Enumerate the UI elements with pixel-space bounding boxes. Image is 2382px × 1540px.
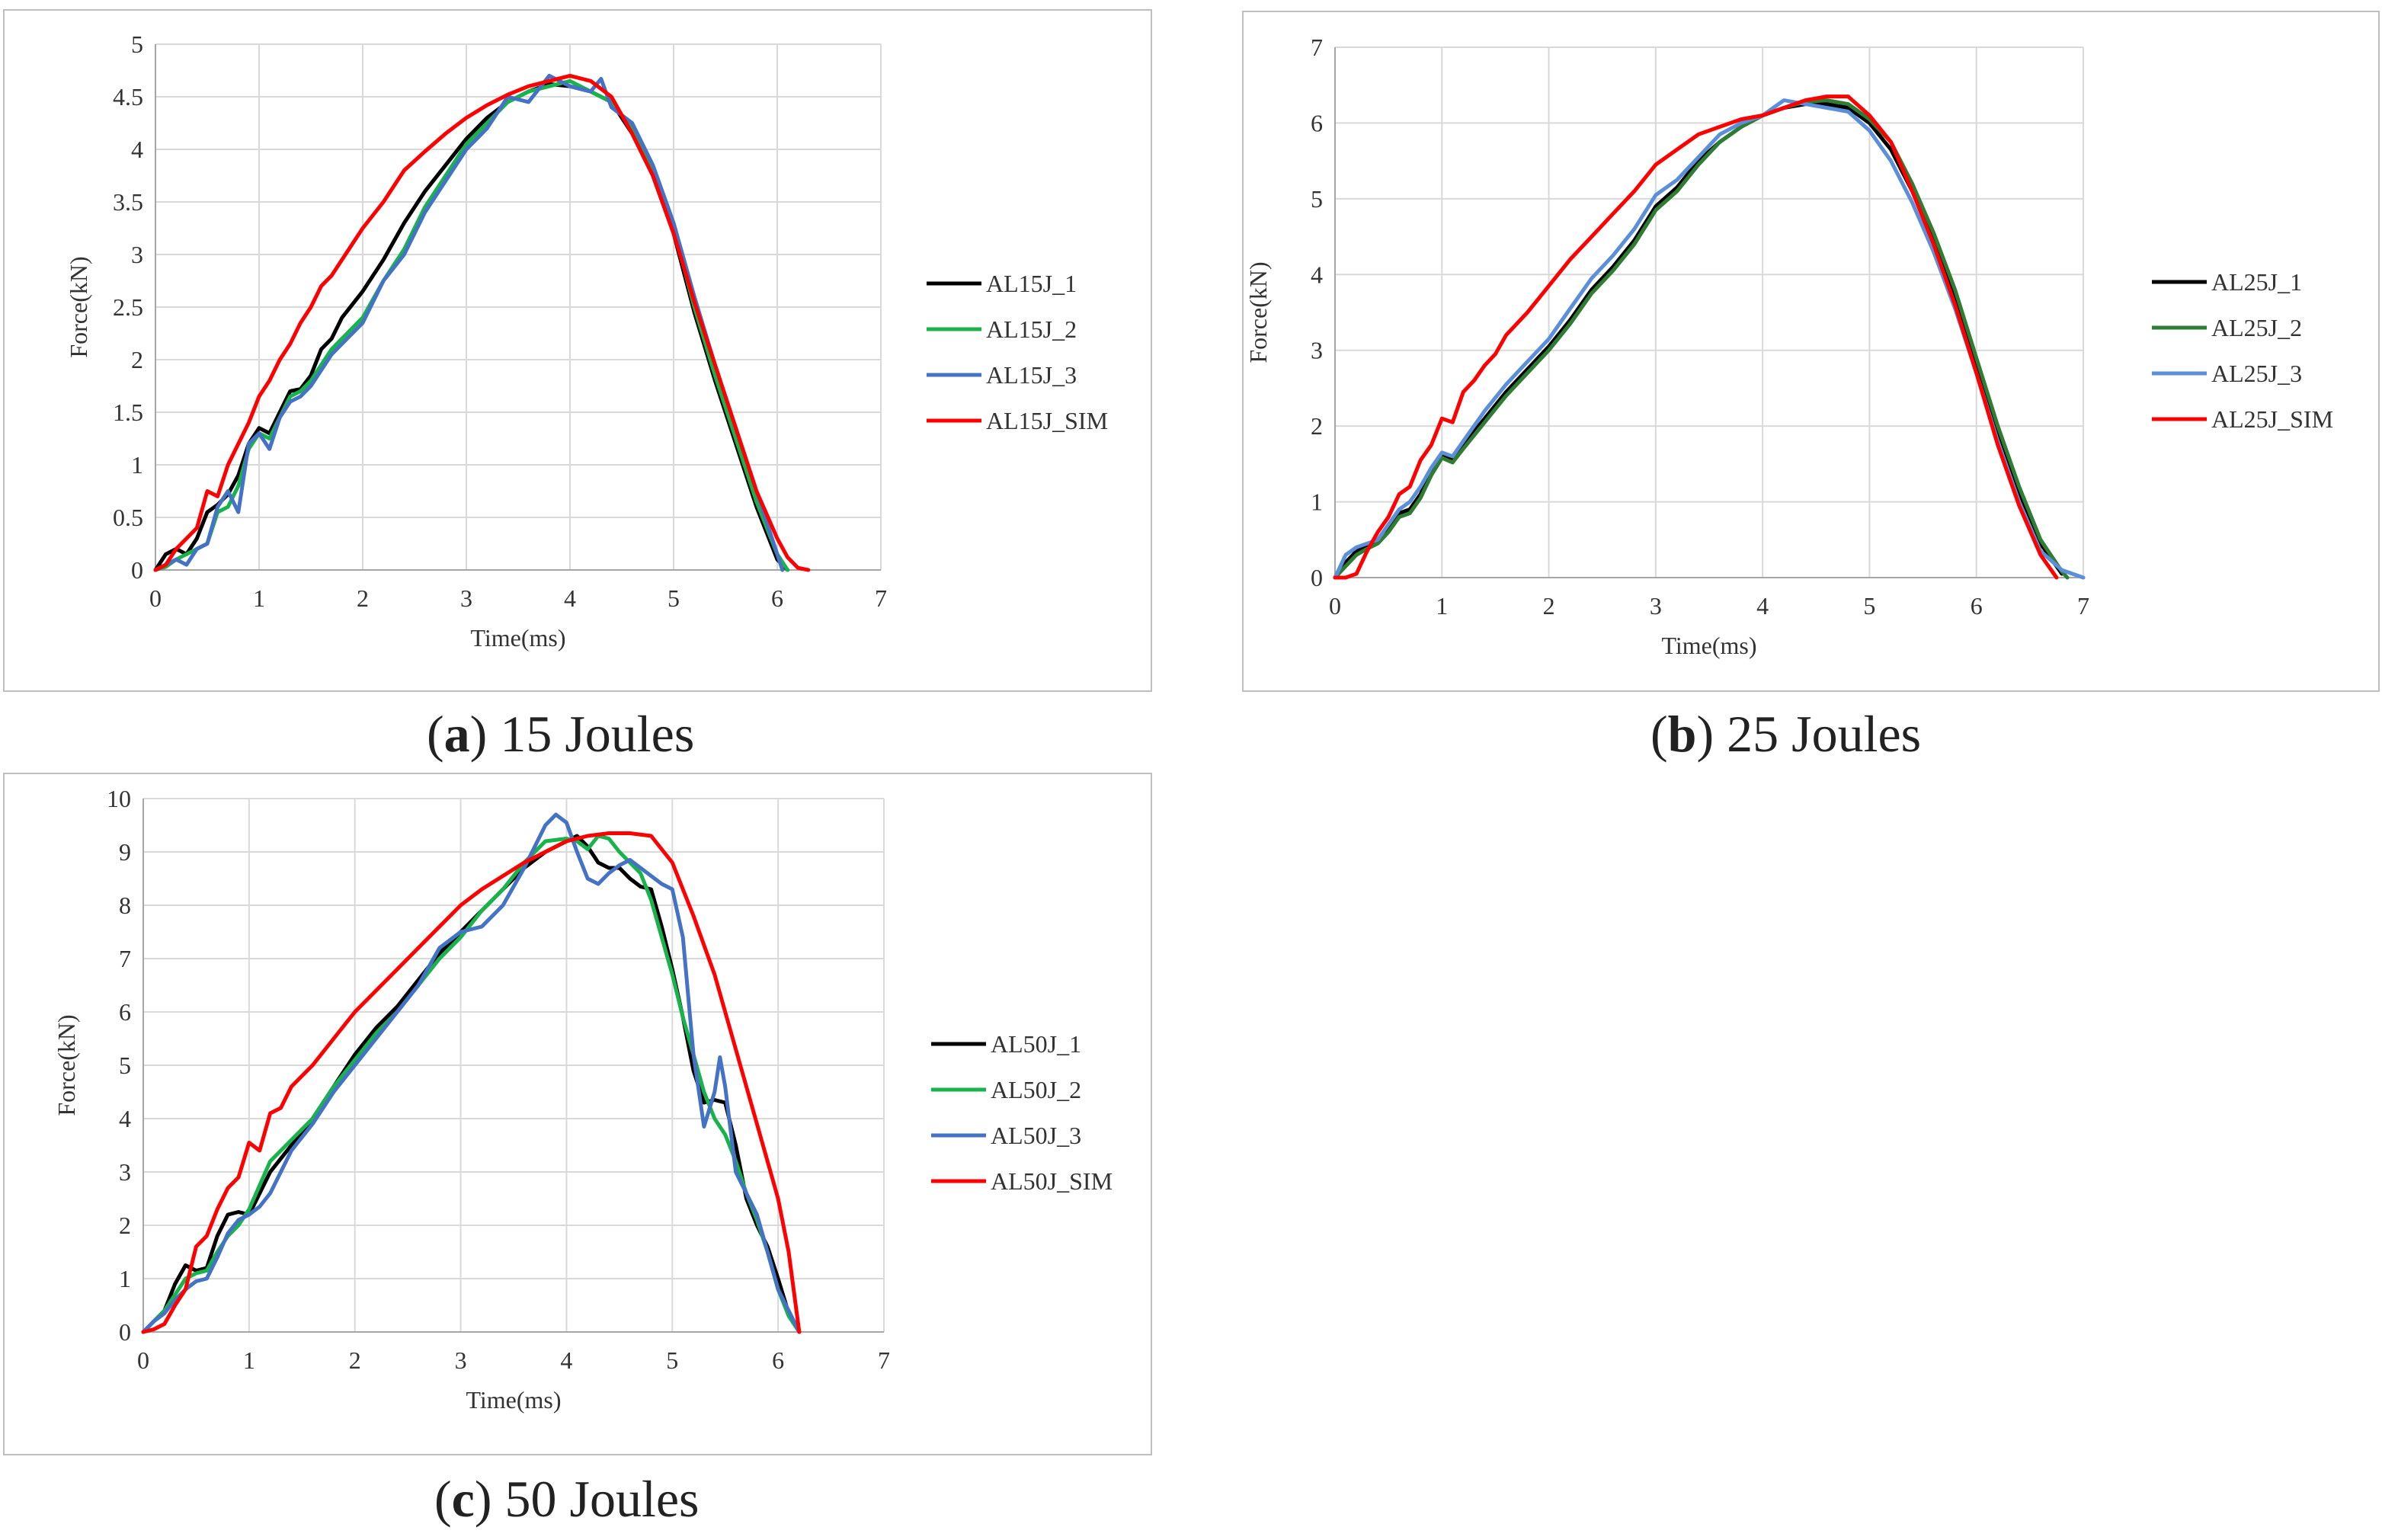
series-line-al50j_1 — [141, 834, 802, 1334]
series-line-al15j_3 — [153, 73, 785, 572]
chart-a: 0 1 2 3 4 5 6 7 0 0.5 1 1.5 2 2.5 3 3.5 4 4.5 5 Time(ms) For… — [65, 30, 1108, 652]
x-tick-label: 1 — [243, 1346, 255, 1374]
y-tick-label: 3 — [119, 1158, 131, 1186]
x-tick-label: 0 — [149, 584, 162, 612]
y-tick-label: 7 — [1311, 34, 1323, 61]
x-tick-label: 4 — [1756, 592, 1769, 620]
caption-a: (a) 15 Joules — [427, 705, 695, 763]
chart-panel-a: 0 1 2 3 4 5 6 7 0 0.5 1 1.5 2 2.5 3 3.5 4 4.5 5 Time(ms) For… — [3, 9, 1152, 692]
y-axis-title: Force(kN) — [1244, 261, 1272, 363]
y-tick-label: 3 — [131, 241, 143, 268]
y-axis-title: Force(kN) — [53, 1014, 80, 1116]
legend-label: AL50J_1 — [991, 1030, 1081, 1058]
y-tick-label: 5 — [1311, 185, 1323, 213]
x-tick-label: 4 — [564, 584, 576, 612]
series-line-al50j_sim — [141, 831, 802, 1334]
y-tick-label: 3 — [1311, 337, 1323, 364]
y-tick-label: 2 — [119, 1212, 131, 1239]
x-tick-label: 7 — [878, 1346, 890, 1374]
caption-c: (c) 50 Joules — [434, 1470, 700, 1528]
chart-b: 0 1 2 3 4 5 6 7 0 1 2 3 4 5 6 7 Time(ms) Force(kN) AL25J_1… — [1244, 34, 2333, 659]
y-tick-label: 4.5 — [113, 83, 143, 110]
x-tick-label: 2 — [357, 584, 369, 612]
y-tick-label: 1 — [119, 1265, 131, 1292]
chart-panel-c: 0 1 2 3 4 5 6 7 0 1 2 3 4 5 6 7 8 9 10 Time(ms) Force(kN) AL5… — [3, 773, 1152, 1455]
y-tick-label: 1.5 — [113, 399, 143, 426]
x-tick-label: 0 — [137, 1346, 149, 1374]
y-tick-label: 0.5 — [113, 504, 143, 531]
x-tick-label: 5 — [1863, 592, 1875, 620]
caption-b: (b) 25 Joules — [1650, 705, 1922, 763]
y-tick-label: 4 — [1311, 261, 1323, 288]
x-tick-label: 2 — [349, 1346, 361, 1374]
caption-b-text: 25 Joules — [1727, 705, 1922, 763]
caption-c-text: 50 Joules — [504, 1470, 700, 1528]
x-tick-label: 2 — [1543, 592, 1555, 620]
y-tick-label: 0 — [1311, 564, 1323, 591]
series-line-al25j_2 — [1333, 98, 2070, 580]
x-tick-label: 3 — [460, 584, 472, 612]
x-tick-label: 7 — [875, 584, 887, 612]
x-tick-label: 7 — [2077, 592, 2089, 620]
x-tick-label: 3 — [455, 1346, 467, 1374]
legend-label: AL15J_3 — [986, 361, 1077, 389]
y-tick-label: 3.5 — [113, 188, 143, 216]
series-line-al25j_sim — [1333, 94, 2059, 580]
legend-label: AL50J_2 — [991, 1076, 1081, 1103]
x-tick-label: 6 — [771, 584, 783, 612]
x-axis-title: Time(ms) — [470, 624, 565, 652]
chart-panel-b: 0 1 2 3 4 5 6 7 0 1 2 3 4 5 6 7 Time(ms) Force(kN) AL25J_1… — [1242, 11, 2380, 692]
y-tick-label: 9 — [119, 838, 131, 866]
legend-label: AL15J_SIM — [986, 407, 1108, 434]
x-tick-label: 6 — [1971, 592, 1983, 620]
x-tick-label: 5 — [668, 584, 680, 612]
legend-label: AL15J_1 — [986, 270, 1077, 297]
y-tick-label: 6 — [119, 998, 131, 1026]
y-tick-label: 5 — [131, 30, 143, 58]
legend-label: AL25J_3 — [2211, 360, 2302, 387]
y-tick-label: 8 — [119, 892, 131, 919]
caption-c-letter: c — [451, 1470, 475, 1528]
x-tick-label: 6 — [772, 1346, 784, 1374]
x-tick-label: 0 — [1329, 592, 1341, 620]
series-line-al25j_1 — [1333, 102, 2064, 580]
x-tick-label: 1 — [253, 584, 265, 612]
series-line-al15j_2 — [153, 78, 790, 572]
y-tick-label: 2 — [1311, 412, 1323, 440]
x-axis-title: Time(ms) — [1661, 632, 1756, 659]
legend-label: AL50J_SIM — [991, 1167, 1113, 1195]
series-line-al15j_1 — [153, 82, 790, 572]
y-tick-label: 4 — [119, 1105, 131, 1132]
x-tick-label: 5 — [666, 1346, 678, 1374]
series-line-al50j_3 — [141, 812, 802, 1334]
series-line-al15j_sim — [153, 73, 811, 572]
y-tick-label: 10 — [107, 785, 131, 812]
caption-a-text: 15 Joules — [500, 705, 695, 763]
caption-b-letter: b — [1667, 705, 1697, 763]
legend-label: AL25J_1 — [2211, 268, 2302, 296]
x-tick-label: 1 — [1436, 592, 1448, 620]
y-tick-label: 0 — [131, 556, 143, 584]
y-tick-label: 4 — [131, 136, 143, 163]
y-tick-label: 5 — [119, 1052, 131, 1079]
y-tick-label: 2.5 — [113, 293, 143, 321]
chart-c: 0 1 2 3 4 5 6 7 0 1 2 3 4 5 6 7 8 9 10 Time(ms) Force(kN) AL5… — [53, 785, 1113, 1414]
series-line-al25j_3 — [1333, 98, 2086, 580]
x-axis-title: Time(ms) — [466, 1386, 561, 1414]
legend-label: AL25J_SIM — [2211, 405, 2333, 433]
y-tick-label: 7 — [119, 945, 131, 972]
y-tick-label: 0 — [119, 1318, 131, 1346]
series-line-al50j_2 — [141, 834, 802, 1334]
caption-a-letter: a — [443, 705, 470, 763]
y-tick-label: 1 — [1311, 488, 1323, 516]
y-tick-label: 2 — [131, 346, 143, 373]
x-tick-label: 3 — [1650, 592, 1662, 620]
legend-label: AL25J_2 — [2211, 314, 2302, 341]
x-tick-label: 4 — [560, 1346, 572, 1374]
legend-label: AL50J_3 — [991, 1122, 1081, 1149]
y-tick-label: 6 — [1311, 109, 1323, 136]
y-tick-label: 1 — [131, 451, 143, 479]
legend-label: AL15J_2 — [986, 315, 1077, 343]
y-axis-title: Force(kN) — [65, 256, 92, 357]
